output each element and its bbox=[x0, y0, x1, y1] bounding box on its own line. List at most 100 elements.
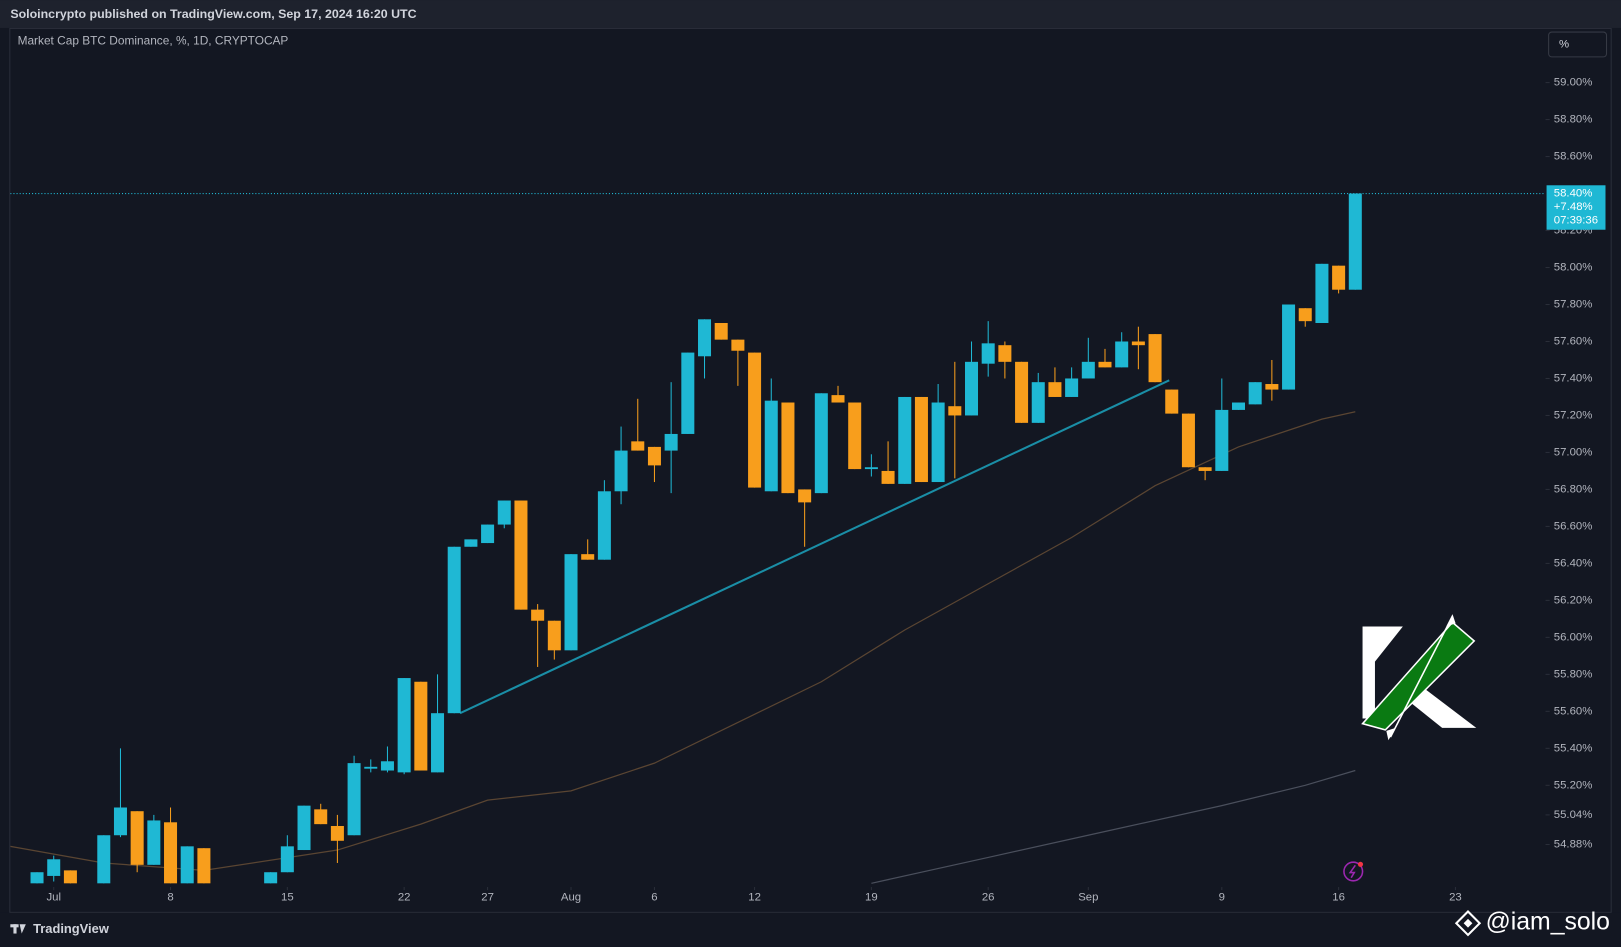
candle-body bbox=[1131, 341, 1145, 346]
candle-body bbox=[197, 848, 211, 884]
candle-body bbox=[63, 870, 77, 884]
candle-body bbox=[681, 352, 695, 434]
top-bar bbox=[0, 0, 1621, 28]
candle-body bbox=[547, 620, 561, 651]
candle-body bbox=[1282, 304, 1296, 390]
candle-body bbox=[180, 846, 194, 884]
candle-body bbox=[380, 761, 394, 771]
y-tick-label: 56.20% bbox=[1554, 594, 1593, 606]
candle-body bbox=[164, 822, 178, 884]
candle-body bbox=[130, 811, 144, 865]
candle-body bbox=[981, 343, 995, 364]
scale-button[interactable] bbox=[1548, 31, 1608, 58]
candle-body bbox=[814, 393, 828, 494]
candle-body bbox=[864, 467, 878, 470]
last-price-change: +7.48% bbox=[1554, 201, 1593, 213]
candle-body bbox=[113, 807, 127, 836]
last-price-countdown: 07:39:36 bbox=[1554, 214, 1598, 226]
y-tick-label: 56.00% bbox=[1554, 631, 1593, 643]
moving-average bbox=[871, 769, 1356, 884]
candle-body bbox=[147, 820, 161, 865]
candle-body bbox=[47, 859, 61, 876]
candle-body bbox=[1181, 413, 1195, 468]
x-tick-label: Aug bbox=[561, 891, 581, 903]
y-tick-label: 57.40% bbox=[1554, 372, 1593, 384]
candle-body bbox=[1348, 193, 1362, 290]
candle-body bbox=[431, 713, 445, 773]
y-tick-label: 56.80% bbox=[1554, 483, 1593, 495]
candle-body bbox=[497, 500, 511, 525]
y-tick-label: 58.80% bbox=[1554, 114, 1593, 126]
candle-body bbox=[781, 402, 795, 494]
y-tick-label: 55.04% bbox=[1554, 809, 1593, 821]
candle-body bbox=[531, 609, 545, 621]
scale-button-label[interactable]: % bbox=[1559, 38, 1569, 50]
y-tick-label: 54.88% bbox=[1554, 838, 1593, 850]
candle-body bbox=[564, 554, 578, 651]
y-tick-label: 55.20% bbox=[1554, 779, 1593, 791]
publish-header: Soloincrypto published on TradingView.co… bbox=[10, 7, 416, 21]
candle-body bbox=[647, 446, 661, 466]
x-tick-label: 16 bbox=[1332, 891, 1345, 903]
candle-body bbox=[581, 554, 595, 560]
candle-body bbox=[314, 809, 328, 825]
y-tick-label: 57.20% bbox=[1554, 409, 1593, 421]
candle-body bbox=[698, 319, 712, 357]
candle-body bbox=[481, 524, 495, 544]
y-tick-label: 58.00% bbox=[1554, 262, 1593, 274]
y-tick-label: 57.60% bbox=[1554, 335, 1593, 347]
candle-body bbox=[714, 322, 728, 340]
footer-bar bbox=[0, 912, 1621, 947]
candle-body bbox=[748, 352, 762, 488]
candle-body bbox=[1098, 361, 1112, 368]
candle-body bbox=[1298, 308, 1312, 322]
candle-body bbox=[664, 433, 678, 451]
candle-body bbox=[597, 491, 611, 560]
candle-body bbox=[964, 361, 979, 416]
x-tick-label: 26 bbox=[982, 891, 995, 903]
plot-area bbox=[10, 193, 1546, 884]
y-tick-label: 55.40% bbox=[1554, 742, 1593, 754]
candle-body bbox=[1031, 382, 1045, 423]
candle-body bbox=[330, 825, 344, 841]
y-tick-label: 59.00% bbox=[1554, 77, 1593, 89]
x-tick-label: 19 bbox=[865, 891, 878, 903]
candle-body bbox=[297, 805, 311, 851]
y-tick-label: 55.80% bbox=[1554, 668, 1593, 680]
chart-frame bbox=[9, 27, 1612, 913]
x-tick-label: 12 bbox=[748, 891, 761, 903]
candle-body bbox=[1081, 361, 1095, 379]
candle-body bbox=[347, 763, 361, 836]
last-price-box bbox=[1546, 185, 1606, 230]
y-tick-label: 57.80% bbox=[1554, 299, 1593, 311]
candle-body bbox=[30, 872, 44, 884]
candle-body bbox=[1215, 409, 1229, 471]
candle-body bbox=[414, 681, 428, 771]
x-tick-label: Sep bbox=[1078, 891, 1098, 903]
x-tick-label: 8 bbox=[167, 891, 173, 903]
x-tick-label: 6 bbox=[651, 891, 657, 903]
alert-icon[interactable] bbox=[1343, 861, 1364, 882]
candle-body bbox=[898, 396, 912, 484]
last-price-label: 58.40% bbox=[1554, 188, 1593, 200]
x-tick-label: 22 bbox=[398, 891, 411, 903]
candle-body bbox=[731, 339, 745, 351]
candle-body bbox=[1065, 378, 1079, 397]
candle-body bbox=[831, 395, 845, 403]
candle-body bbox=[1048, 382, 1062, 397]
candle-body bbox=[931, 402, 945, 483]
x-tick-label: 27 bbox=[481, 891, 494, 903]
candle-body bbox=[464, 539, 478, 547]
candle-body bbox=[1148, 334, 1162, 383]
candle-body bbox=[914, 396, 928, 483]
candle-body bbox=[264, 872, 278, 884]
candle-body bbox=[798, 489, 812, 503]
candle-body bbox=[1115, 341, 1129, 368]
y-tick-label: 56.60% bbox=[1554, 520, 1593, 532]
candle-body bbox=[848, 402, 862, 470]
candle-body bbox=[998, 345, 1012, 362]
candle-body bbox=[1165, 389, 1179, 414]
